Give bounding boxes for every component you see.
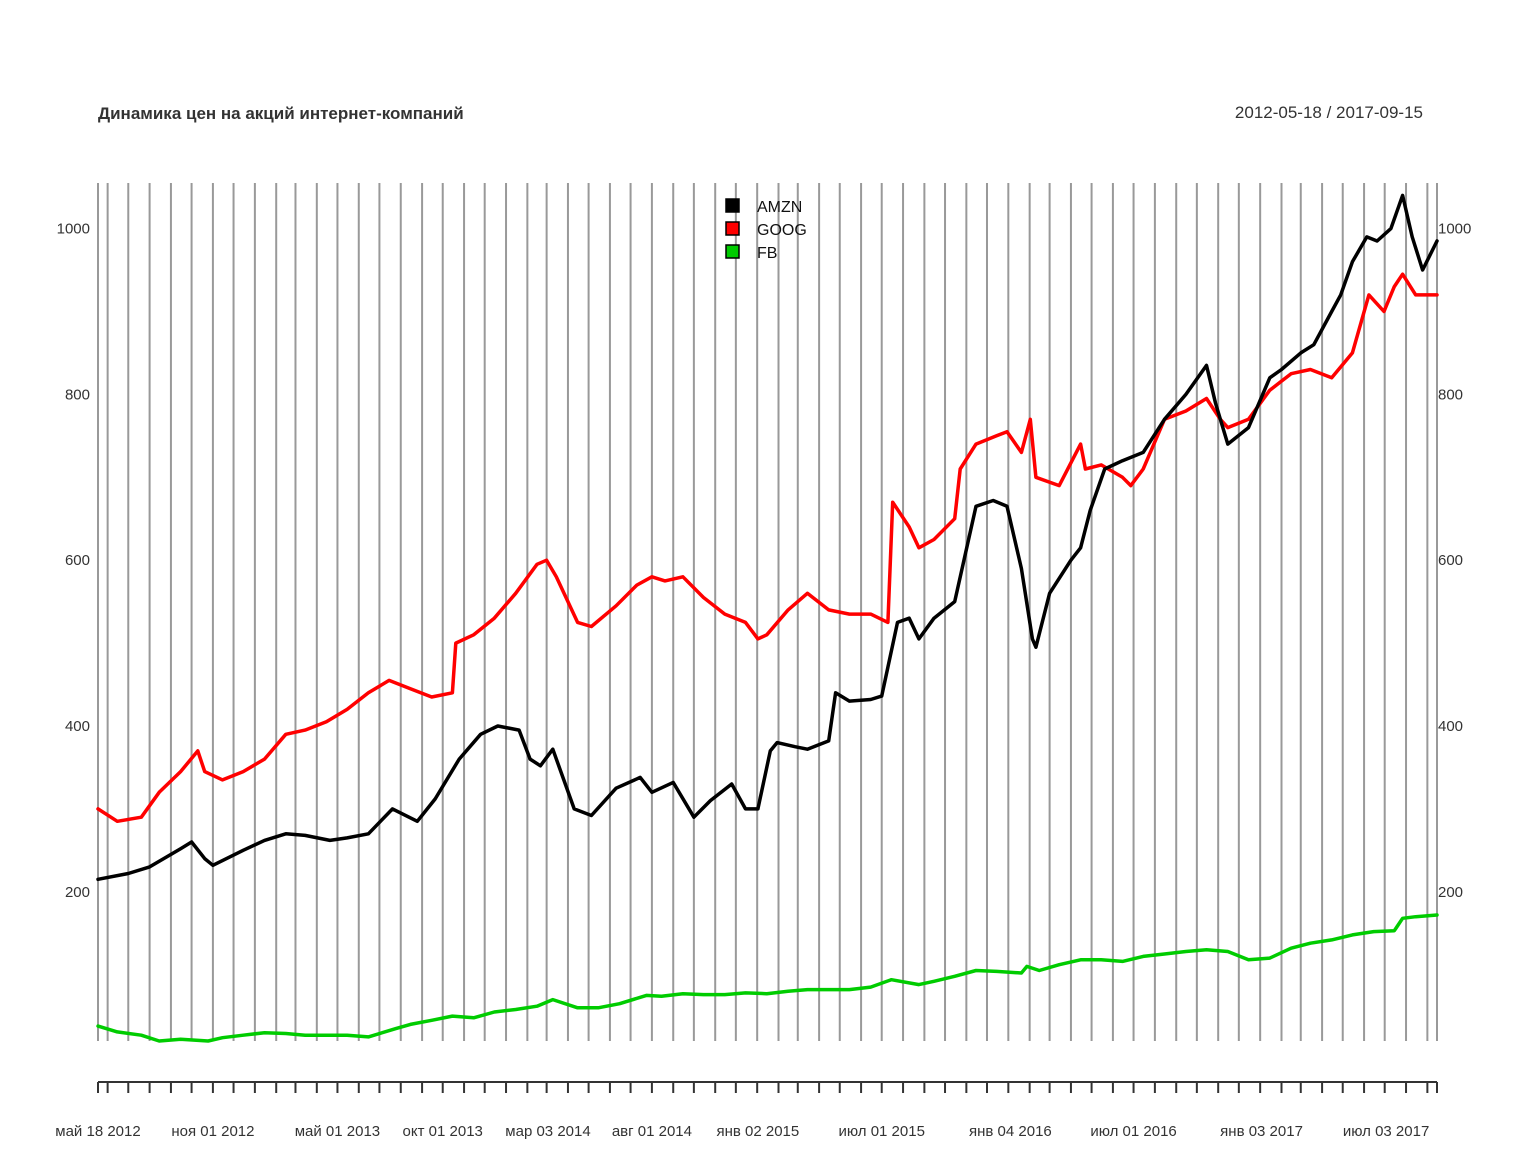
- x-tick-label: янв 02 2015: [716, 1123, 799, 1140]
- chart-title: Динамика цен на акций интернет-компаний: [98, 104, 464, 123]
- series-line-amzn: [96, 193, 1439, 882]
- vertical-gridlines: [97, 183, 1438, 1041]
- legend-label-goog: GOOG: [757, 222, 807, 239]
- x-tick-label: май 01 2013: [295, 1123, 380, 1140]
- date-range: 2012-05-18 / 2017-09-15: [1235, 103, 1423, 122]
- x-tick-label: окт 01 2013: [403, 1123, 483, 1140]
- y-tick-label: 400: [65, 718, 90, 735]
- series-line-fb: [96, 913, 1439, 1043]
- x-tick-label: июл 03 2017: [1343, 1123, 1429, 1140]
- y-tick-label: 600: [65, 552, 90, 569]
- x-tick-label: янв 04 2016: [969, 1123, 1052, 1140]
- y-tick-label-right: 400: [1438, 718, 1463, 735]
- legend-swatch-goog: [725, 221, 740, 236]
- legend-swatch-fb: [725, 244, 740, 259]
- x-tick-label: июл 01 2016: [1090, 1123, 1176, 1140]
- x-axis: май 18 2012 ноя 01 2012 май 01 2013 окт 01 …: [55, 1081, 1438, 1140]
- x-tick-label: май 18 2012: [55, 1123, 140, 1140]
- x-tick-label: июл 01 2015: [838, 1123, 924, 1140]
- series-line-goog: [96, 272, 1439, 824]
- y-axis-left: 200 400 600 800 1000: [57, 221, 90, 901]
- legend: AMZN GOOG FB: [725, 198, 807, 262]
- y-tick-label-right: 200: [1438, 884, 1463, 901]
- legend-label-fb: FB: [757, 245, 777, 262]
- y-tick-label: 1000: [57, 221, 90, 238]
- x-tick-label: ноя 01 2012: [171, 1123, 254, 1140]
- y-tick-label: 200: [65, 884, 90, 901]
- series-lines: [96, 193, 1439, 1043]
- y-tick-label: 800: [65, 386, 90, 403]
- x-tick-label: авг 01 2014: [612, 1123, 692, 1140]
- x-tick-label: янв 03 2017: [1220, 1123, 1303, 1140]
- x-tick-label: мар 03 2014: [505, 1123, 590, 1140]
- y-tick-label-right: 800: [1438, 386, 1463, 403]
- y-axis-right: 200 400 600 800 1000: [1438, 221, 1471, 901]
- legend-swatch-amzn: [725, 198, 740, 213]
- y-tick-label-right: 600: [1438, 552, 1463, 569]
- legend-label-amzn: AMZN: [757, 199, 802, 216]
- y-tick-label-right: 1000: [1438, 221, 1471, 238]
